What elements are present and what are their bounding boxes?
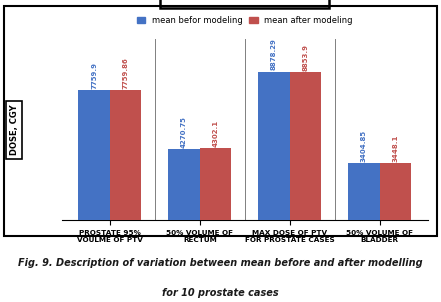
Bar [380, 162, 411, 220]
Bar [78, 90, 110, 220]
Bar [168, 149, 200, 220]
Text: 7759.9: 7759.9 [91, 62, 97, 89]
Bar [258, 72, 290, 220]
Text: 8878.29: 8878.29 [271, 39, 277, 70]
Title: 10 PROSTATE CASES: 10 PROSTATE CASES [165, 0, 325, 3]
Bar [200, 148, 231, 220]
Legend: mean befor modeling, mean after modeling: mean befor modeling, mean after modeling [134, 13, 356, 28]
Text: 8853.9: 8853.9 [303, 44, 308, 71]
Text: DOSE, CGY: DOSE, CGY [10, 104, 19, 155]
Text: for 10 prostate cases: for 10 prostate cases [162, 288, 279, 298]
Text: 3404.85: 3404.85 [361, 130, 367, 162]
Bar [110, 90, 141, 220]
Bar [348, 163, 380, 220]
Text: Fig. 9. Description of variation between mean before and after modelling: Fig. 9. Description of variation between… [18, 258, 423, 268]
Bar [290, 72, 321, 220]
Text: 3448.1: 3448.1 [392, 134, 398, 162]
Text: 4302.1: 4302.1 [213, 120, 219, 147]
Text: 7759.86: 7759.86 [123, 57, 129, 89]
Text: 4270.75: 4270.75 [181, 116, 187, 148]
